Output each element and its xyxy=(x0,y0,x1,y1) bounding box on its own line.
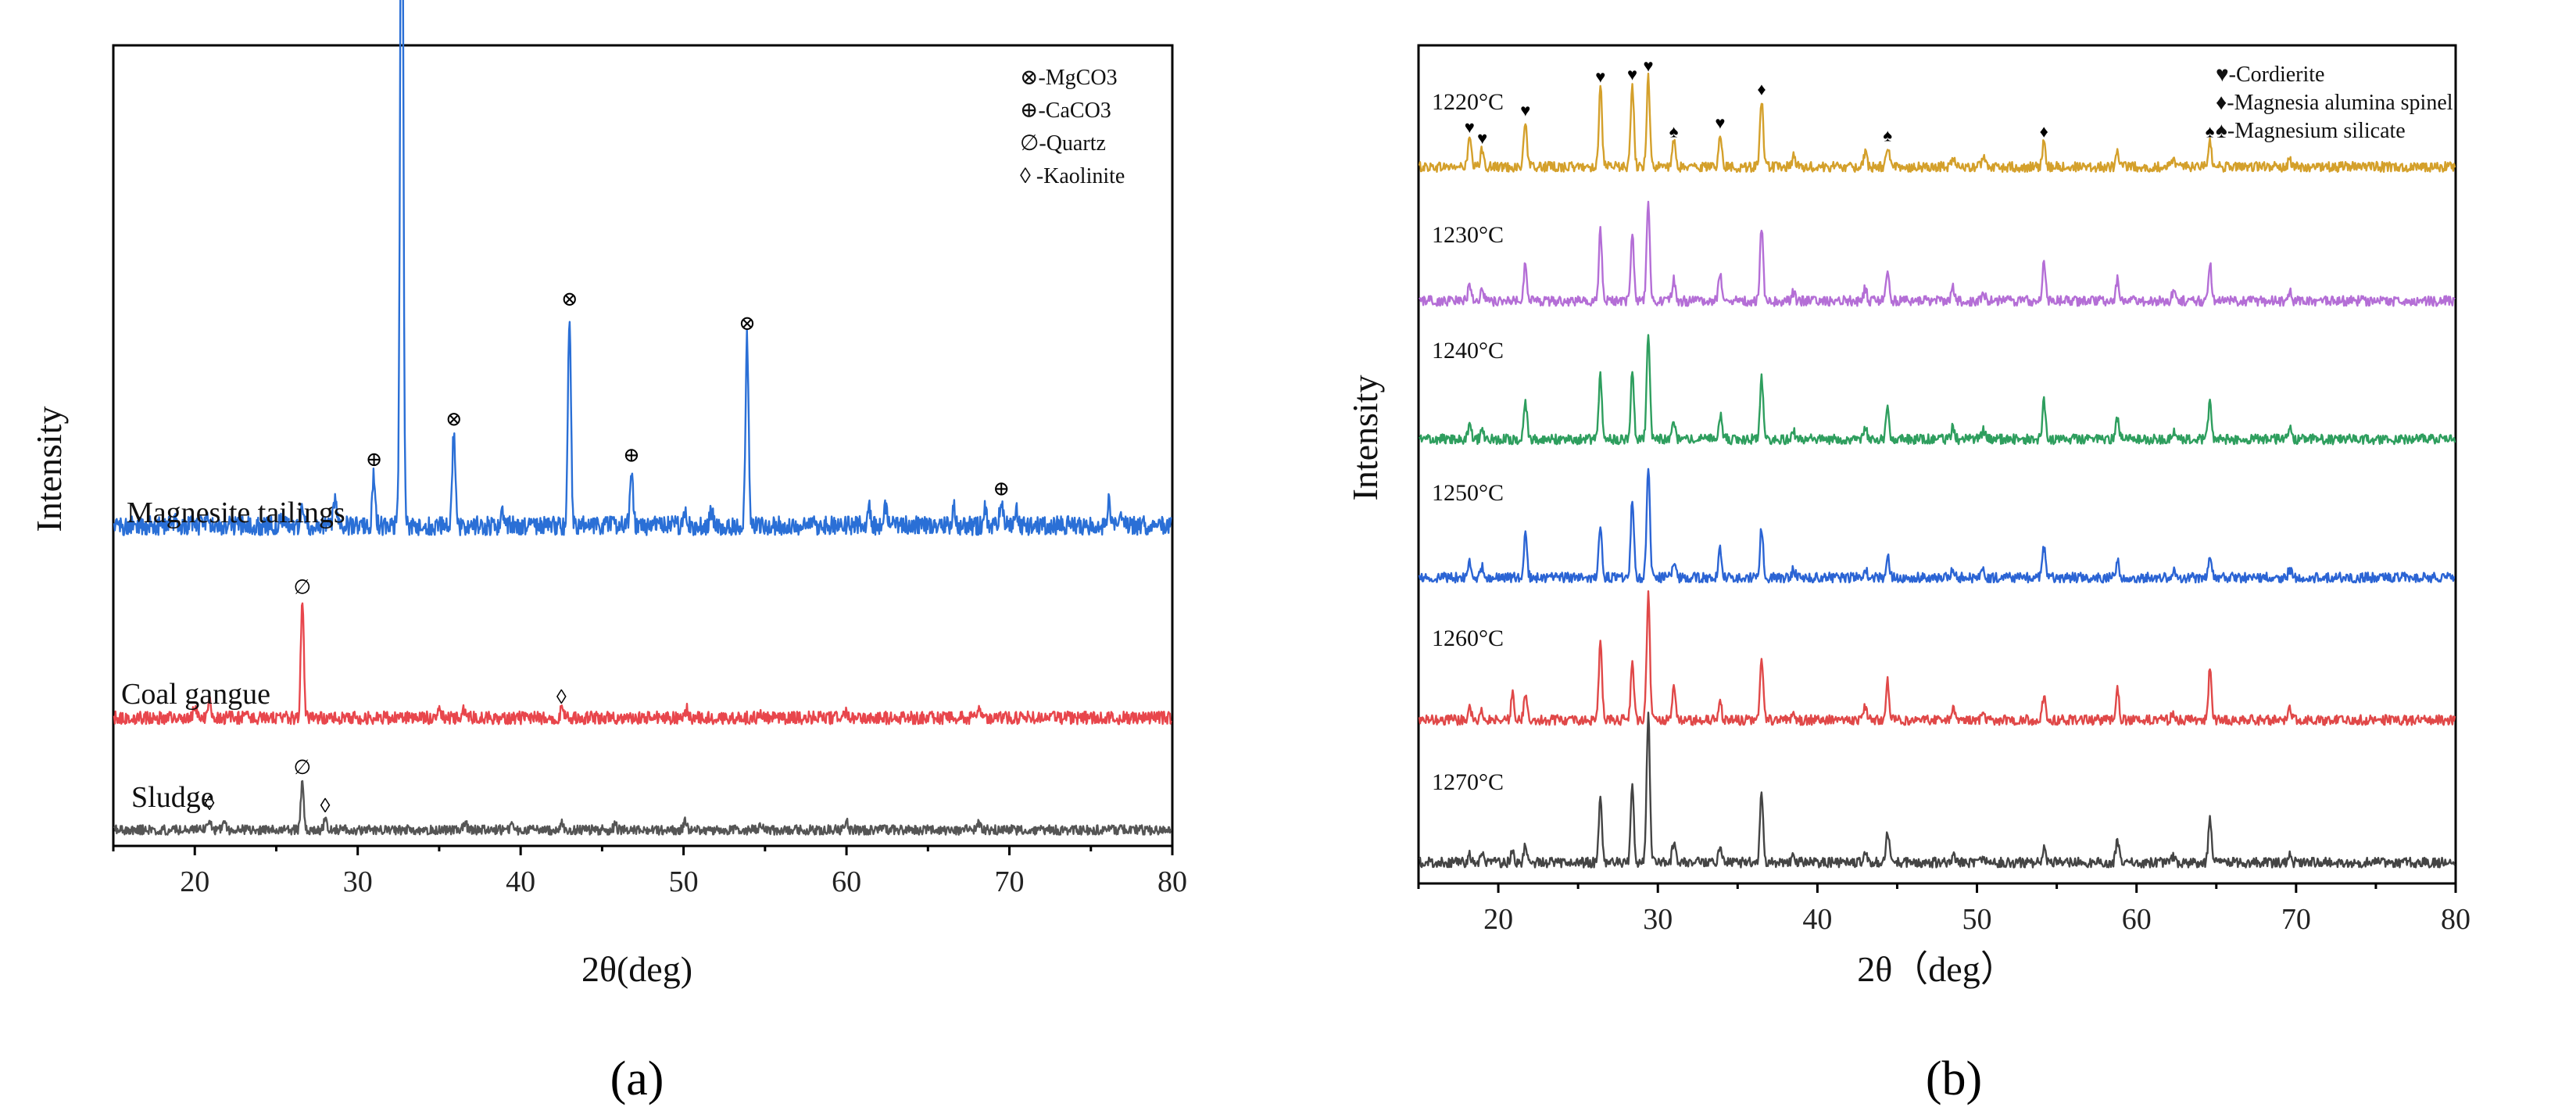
phase-marker: ♥ xyxy=(1595,67,1605,87)
panel-b-x-tick-label: 80 xyxy=(2441,903,2470,936)
panel-a-series-label: Sludge xyxy=(131,781,214,814)
xrd-trace xyxy=(1418,711,2456,869)
panel-b-legend-item: ♥-Cordierite xyxy=(2216,63,2324,87)
panel-b-series-label: 1230°C xyxy=(1432,222,1504,248)
panel-a-plot-frame xyxy=(112,44,1174,847)
phase-marker: ⊗ xyxy=(445,408,463,431)
phase-marker: ◊ xyxy=(556,686,567,708)
phase-marker: ♥ xyxy=(1477,128,1487,148)
xrd-trace xyxy=(1418,468,2456,584)
panel-a-x-tick-label: 60 xyxy=(832,865,861,898)
panel-a-x-tick-label: 40 xyxy=(506,865,535,898)
phase-marker: ⊕ xyxy=(366,448,383,471)
phase-marker: ♥ xyxy=(1520,100,1530,120)
xrd-trace xyxy=(113,0,1172,536)
phase-marker: ♠ xyxy=(1669,121,1679,141)
xrd-trace xyxy=(1419,200,2456,307)
phase-marker: ⊗ xyxy=(739,312,756,335)
panel-a-legend-item: ∅-Quartz xyxy=(1020,131,1106,156)
panel-b-series-label: 1260°C xyxy=(1432,625,1504,651)
panel-a-x-tick-label: 80 xyxy=(1157,865,1187,898)
panel-b-x-axis-label: 2θ（deg） xyxy=(1857,949,2016,989)
panel-a-series-label: Magnesite tailings xyxy=(127,496,345,529)
panel-a-x-tick-label: 20 xyxy=(180,865,209,898)
panel-b-x-tick-label: 50 xyxy=(1962,903,1992,936)
panel-a-series-label: Coal gangue xyxy=(121,678,270,711)
panel-b-chart: 20 30 40 50 60 70 80♥♥♥♥ ♥ ♥♥♦♦♠ ♠ ♠ xyxy=(1417,44,2470,936)
panel-a-legend-item: ⊕-CaCO3 xyxy=(1020,99,1111,123)
panel-b-y-axis-label: Intensity xyxy=(1345,375,1385,501)
phase-marker: ◊ xyxy=(205,792,215,815)
panel-a-legend-item: ◊ -Kaolinite xyxy=(1020,164,1125,188)
phase-marker: ⊗ xyxy=(561,288,578,310)
panel-a-y-axis-label: Intensity xyxy=(29,407,69,532)
phase-marker: ♠ xyxy=(2206,121,2215,141)
panel-b-x-tick-label: 60 xyxy=(2122,903,2152,936)
xrd-trace xyxy=(113,602,1172,726)
phase-marker: ♠ xyxy=(1883,126,1892,145)
panel-b-series-label: 1250°C xyxy=(1432,480,1504,506)
panel-b-caption: (b) xyxy=(1926,1052,1982,1105)
panel-a-x-axis-label: 2θ(deg) xyxy=(581,949,692,989)
phase-marker: ⊕ xyxy=(623,444,640,467)
xrd-trace xyxy=(1418,334,2456,446)
panel-b-plot-frame xyxy=(1417,44,2457,885)
panel-a-x-tick-label: 30 xyxy=(343,865,373,898)
phase-marker: ♥ xyxy=(1465,117,1475,137)
phase-marker: ◊ xyxy=(320,794,331,817)
panel-b-x-tick-label: 20 xyxy=(1483,903,1513,936)
panel-b-legend-item: ♦-Magnesia alumina spinel xyxy=(2216,91,2453,115)
panel-a-x-tick-label: 70 xyxy=(995,865,1025,898)
panel-b-series-label: 1240°C xyxy=(1432,338,1504,364)
panel-b-x-tick-label: 40 xyxy=(1802,903,1832,936)
xrd-trace xyxy=(113,779,1172,836)
phase-marker: ♥ xyxy=(1627,64,1637,84)
panel-b-x-tick-label: 70 xyxy=(2281,903,2311,936)
phase-marker: ♦ xyxy=(1757,80,1766,99)
xrd-trace xyxy=(1418,72,2456,174)
panel-a-x-tick-label: 50 xyxy=(669,865,699,898)
phase-marker: ∅ xyxy=(293,756,311,779)
phase-marker: ♥ xyxy=(1643,56,1653,76)
panel-b-legend-item: ♠-Magnesium silicate xyxy=(2216,119,2406,143)
phase-marker: ♦ xyxy=(2040,121,2048,141)
phase-marker: ♥ xyxy=(1715,113,1725,133)
xrd-trace xyxy=(1418,590,2456,726)
phase-marker: ⊕ xyxy=(993,478,1010,500)
panel-b-series-label: 1220°C xyxy=(1432,89,1504,115)
phase-marker: ∅ xyxy=(293,576,311,599)
panel-b-x-tick-label: 30 xyxy=(1643,903,1673,936)
panel-a-caption: (a) xyxy=(610,1052,664,1105)
panel-a-legend-item: ⊗-MgCO3 xyxy=(1020,66,1118,90)
panel-b-series-label: 1270°C xyxy=(1432,769,1504,795)
